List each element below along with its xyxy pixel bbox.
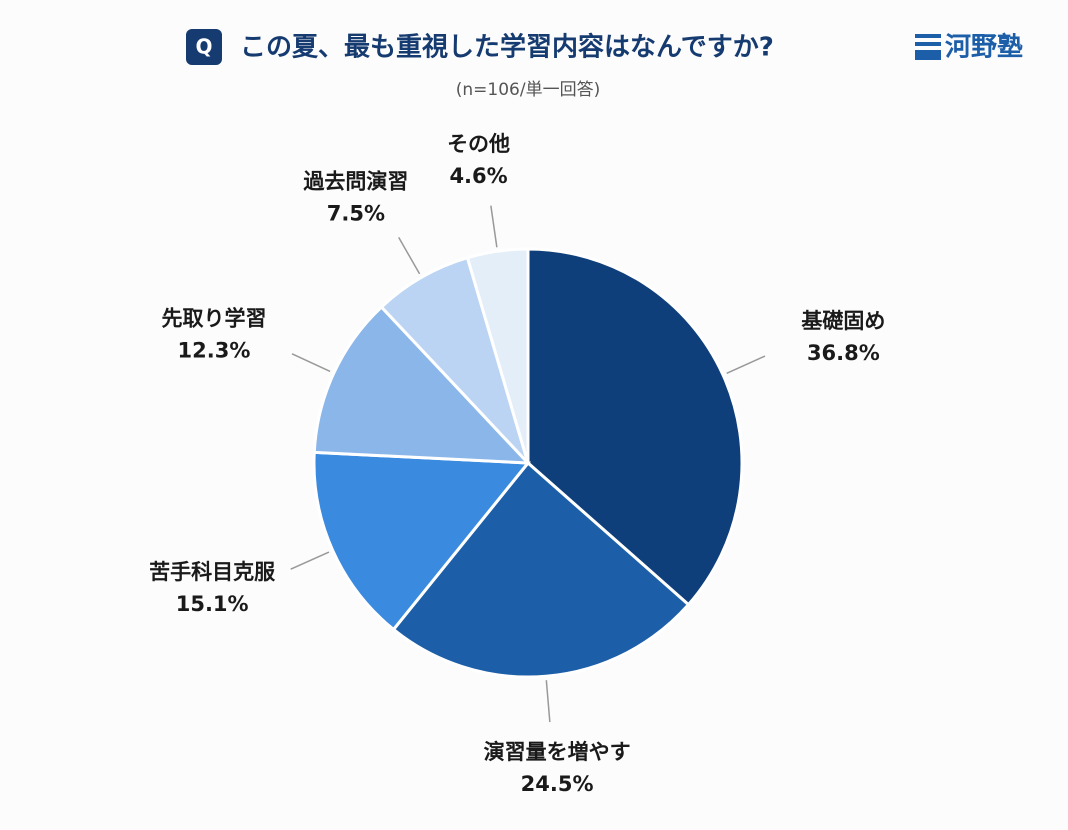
pie-slice [391,460,691,679]
pie-slice [465,247,530,464]
slice-value: 24.5% [521,772,594,796]
slice-value: 12.3% [178,339,251,363]
pie-slice [379,255,530,465]
logo-icon [915,34,941,60]
subtitle: (n=106/単一回答) [456,80,600,100]
leader-line [291,353,331,373]
leader-line [290,551,330,570]
slice-value: 7.5% [327,202,385,226]
slice-label: 基礎固め [801,309,885,333]
slice-label: 過去問演習 [303,170,408,194]
leader-line [398,237,421,275]
badge: Q [195,35,212,59]
leader-line [490,205,498,248]
slice-label: 先取り学習 [161,307,266,331]
leader-line [545,680,551,723]
pie-slice [312,450,532,632]
logo: 河野塾 [945,32,1023,63]
pie-slice [526,247,744,607]
slice-value: 4.6% [449,164,507,188]
slice-label: その他 [447,132,510,156]
slice-label: 苦手科目克服 [149,560,276,584]
slice-value: 36.8% [807,341,880,365]
pie-slice [312,304,532,465]
slice-label: 演習量を増やす [484,740,631,764]
badge-box [186,29,222,65]
chart-title: この夏、最も重視した学習内容はなんですか? [240,32,774,63]
slice-value: 15.1% [176,592,249,616]
leader-line [726,355,766,375]
